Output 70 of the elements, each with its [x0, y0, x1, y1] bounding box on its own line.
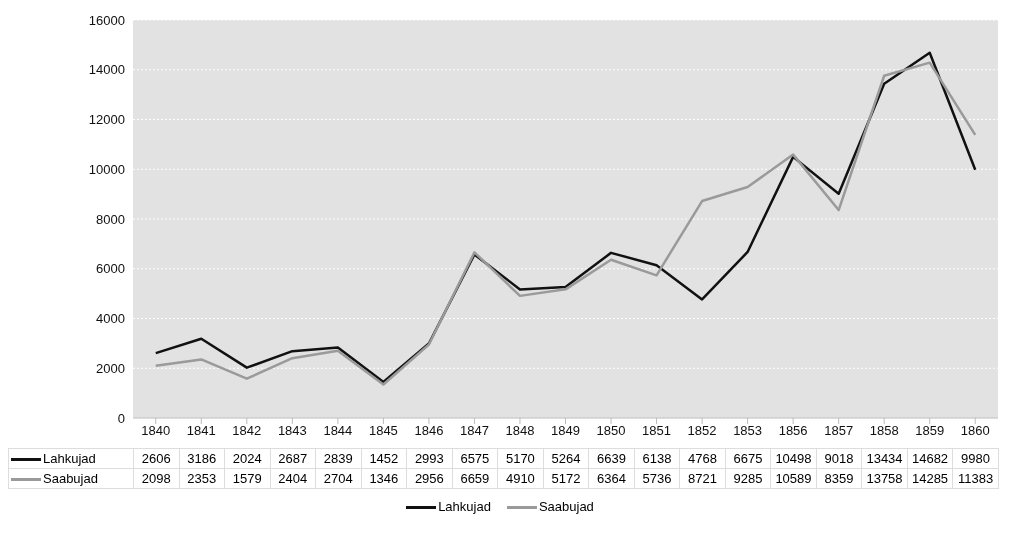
text: Saabujad	[538, 499, 594, 514]
data-label: 2687	[270, 448, 316, 469]
data-label: 5264	[543, 448, 589, 469]
x-tick-label: 1844	[323, 423, 353, 439]
x-tick-label: 1852	[687, 423, 717, 439]
data-label: 2353	[179, 468, 225, 489]
data-label: 6138	[634, 448, 680, 469]
data-label: 6675	[725, 448, 771, 469]
x-tick-label: 1848	[505, 423, 535, 439]
data-label: 5172	[543, 468, 589, 489]
y-tick-label: 4000	[96, 311, 125, 327]
x-tick-label: 1857	[824, 423, 854, 439]
data-label: 2024	[224, 448, 271, 469]
data-label: 14285	[907, 468, 953, 489]
text: Lahkujad	[438, 499, 491, 514]
data-label: 1346	[361, 468, 407, 489]
data-label: 13758	[861, 468, 908, 489]
data-label: 2704	[315, 468, 362, 489]
x-tick-label: 1843	[277, 423, 307, 439]
data-label: 13434	[861, 448, 908, 469]
x-tick-label: 1841	[186, 423, 216, 439]
x-tick-label: 1860	[960, 423, 990, 439]
y-tick-label: 2000	[96, 360, 125, 376]
x-tick-label: 1853	[733, 423, 763, 439]
data-label: 6659	[452, 468, 498, 489]
x-tick-label: 1851	[642, 423, 672, 439]
data-label: 2098	[133, 468, 180, 489]
data-label: 6575	[452, 448, 498, 469]
x-tick-label: 1846	[414, 423, 444, 439]
y-tick-label: 16000	[88, 12, 125, 28]
data-label: 5170	[497, 448, 544, 469]
data-label: 9018	[816, 448, 862, 469]
x-tick-label: 1856	[778, 423, 808, 439]
x-tick-label: 1842	[232, 423, 262, 439]
y-tick-label: 12000	[88, 112, 125, 128]
legend-label: Saabujad	[8, 468, 134, 489]
x-tick-label: 1849	[551, 423, 580, 439]
x-tick-label: 1850	[596, 423, 626, 439]
data-label: 2956	[406, 468, 453, 489]
data-label: 5736	[634, 468, 680, 489]
data-label: 8721	[679, 468, 726, 489]
x-tick-label: 1845	[368, 423, 398, 439]
data-label: 6639	[588, 448, 635, 469]
x-tick-label: 1840	[141, 423, 171, 439]
legend-label: Lahkujad	[8, 448, 134, 469]
data-label: 4910	[497, 468, 544, 489]
y-tick-label: 8000	[96, 211, 125, 227]
data-label: 6364	[588, 468, 635, 489]
data-label: 9285	[725, 468, 771, 489]
y-tick-label: 14000	[88, 62, 125, 78]
data-label: 10589	[770, 468, 817, 489]
data-label: 1579	[224, 468, 271, 489]
x-tick-label: 1859	[915, 423, 945, 439]
data-label: 9980	[952, 448, 999, 469]
data-label: 11383	[952, 468, 999, 489]
y-tick-label: 10000	[88, 161, 125, 177]
data-label: 2606	[133, 448, 180, 469]
data-label: 4768	[679, 448, 726, 469]
x-tick-label: 1847	[459, 423, 489, 439]
x-tick-label: 1858	[869, 423, 899, 439]
y-tick-label: 6000	[96, 261, 125, 277]
data-label: 2839	[315, 448, 362, 469]
data-label: 2993	[406, 448, 453, 469]
data-label: 8359	[816, 468, 862, 489]
data-label: 2404	[270, 468, 316, 489]
data-label: 3186	[179, 448, 225, 469]
y-tick-label: 0	[117, 410, 125, 426]
data-label: 10498	[770, 448, 817, 469]
data-label: 14682	[907, 448, 953, 469]
data-label: 1452	[361, 448, 407, 469]
